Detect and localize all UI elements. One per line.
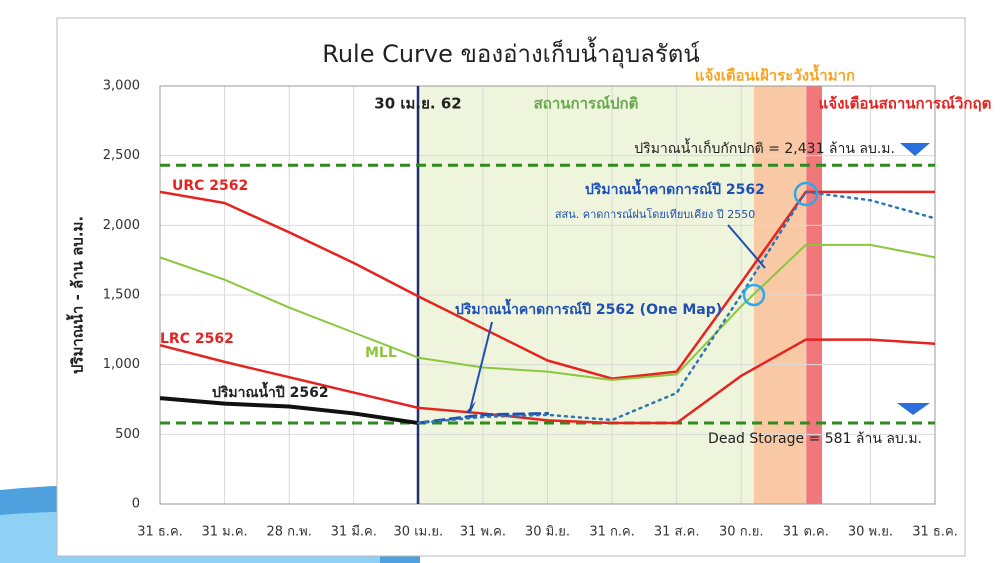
y-tick-label: 2,000	[103, 218, 140, 233]
annotation: สสน. คาดการณ์ฝนโดยเทียบเคียง ปี 2550	[555, 207, 755, 221]
x-tick-label: 31 พ.ค.	[460, 525, 506, 540]
marker-triangle	[900, 143, 930, 156]
series-label: ปริมาณน้ำปี 2562	[212, 381, 329, 401]
series-label: LRC 2562	[160, 331, 234, 347]
x-tick-label: 30 มิ.ย.	[525, 525, 570, 540]
annotation: 30 เม.ย. 62	[374, 95, 461, 113]
y-tick-label: 3,000	[103, 79, 140, 94]
y-tick-label: 1,000	[103, 357, 140, 372]
y-tick-label: 0	[132, 497, 140, 512]
reference-label: ปริมาณน้ำเก็บกักปกติ = 2,431 ล้าน ลบ.ม.	[634, 138, 895, 157]
series-line	[159, 243, 936, 381]
chart-title: Rule Curve ของอ่างเก็บน้ำอุบลรัตน์	[322, 36, 700, 69]
series-line	[159, 338, 936, 425]
x-tick-label: 31 มี.ค.	[331, 524, 377, 540]
x-tick-label: 30 พ.ย.	[848, 525, 893, 540]
arrow	[727, 224, 766, 269]
y-tick-label: 1,500	[103, 288, 140, 303]
x-tick-label: 31 ก.ค.	[589, 525, 635, 540]
series-line	[417, 190, 937, 425]
x-tick-label: 28 ก.พ.	[266, 525, 311, 540]
reference-label: Dead Storage = 581 ล้าน ลบ.ม.	[708, 431, 922, 447]
x-tick-label: 31 ธ.ค.	[912, 525, 958, 540]
x-tick-label: 30 ก.ย.	[719, 525, 763, 540]
x-tick-label: 31 ส.ค.	[654, 525, 700, 540]
y-axis-label: ปริมาณน้ำ - ล้าน ลบ.ม.	[66, 216, 87, 374]
x-tick-label: 31 ธ.ค.	[137, 525, 183, 540]
series-label: URC 2562	[172, 178, 248, 194]
series-label: ปริมาณน้ำคาดการณ์ปี 2562 (One Map)	[455, 298, 722, 318]
annotation: แจ้งเตือนเฝ้าระวังน้ำมาก	[695, 64, 855, 85]
x-tick-label: 31 ม.ค.	[201, 525, 247, 540]
series-label: ปริมาณน้ำคาดการณ์ปี 2562	[585, 178, 765, 198]
series-label: MLL	[365, 345, 397, 361]
arrow	[469, 321, 493, 411]
annotation: สถานการณ์ปกติ	[534, 95, 639, 113]
y-tick-label: 2,500	[103, 148, 140, 163]
x-tick-label: 31 ต.ค.	[783, 525, 829, 540]
plot-border	[159, 85, 936, 505]
series-line	[159, 396, 419, 426]
highlight-ring	[793, 181, 819, 207]
marker-triangle	[897, 403, 930, 415]
annotation: แจ้งเตือนสถานการณ์วิกฤต	[819, 95, 992, 113]
x-tick-label: 30 เม.ย.	[394, 525, 444, 540]
arrow-head	[466, 401, 476, 414]
y-tick-label: 500	[115, 427, 140, 442]
highlight-ring	[742, 283, 766, 307]
